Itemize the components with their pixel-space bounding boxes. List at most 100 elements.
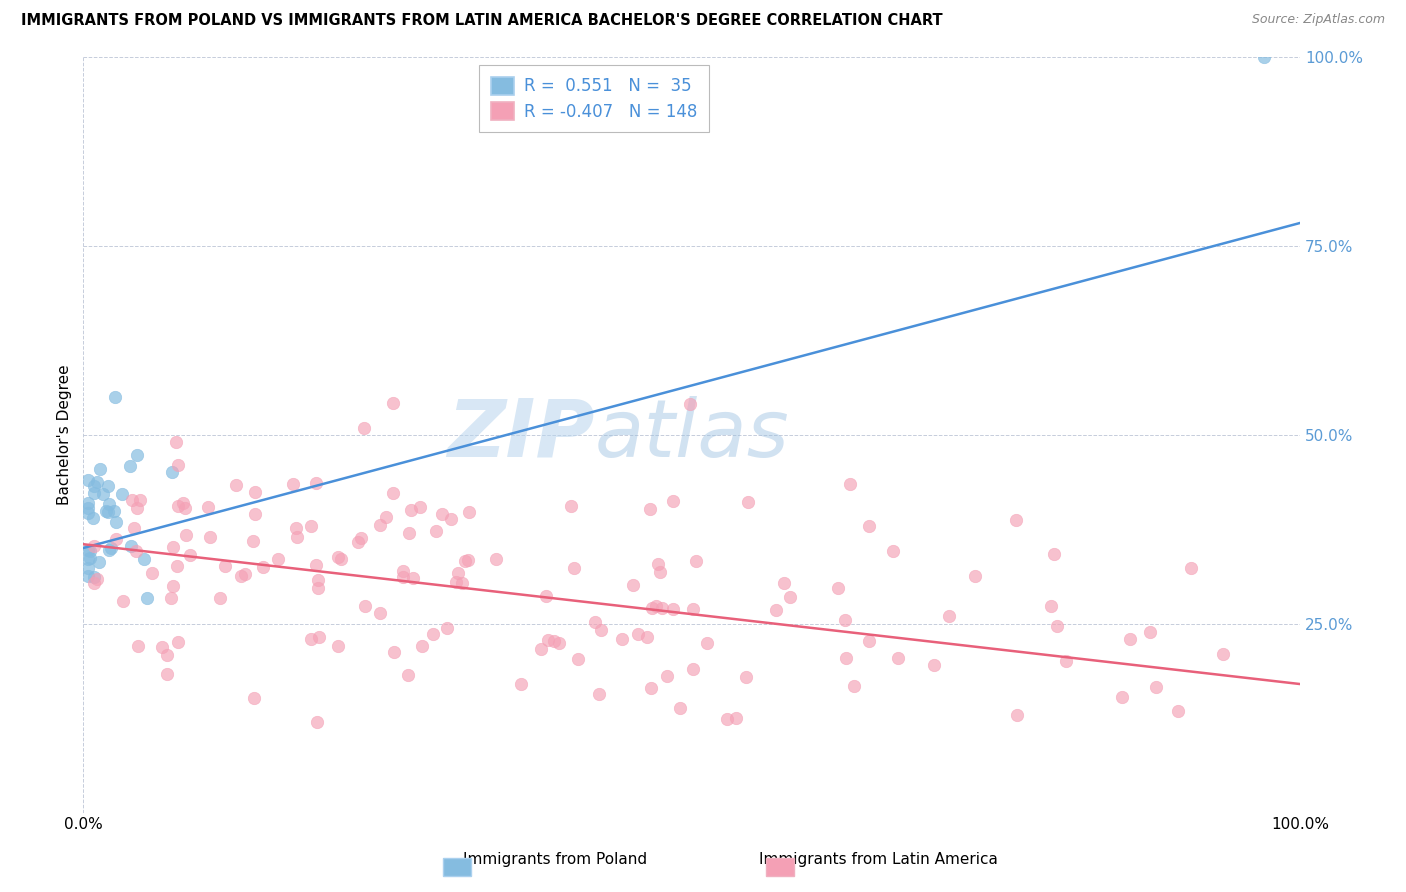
Point [77, 506, 100, 520]
Point [166, 458, 188, 472]
Legend: R =  0.551   N =  35, R = -0.407   N = 148: R = 0.551 N = 35, R = -0.407 N = 148 [479, 65, 710, 132]
Point [83, 486, 105, 500]
Point [392, 570, 415, 584]
Point [1040, 599, 1063, 613]
Point [307, 573, 329, 587]
Point [132, 552, 155, 566]
Point [97, 505, 120, 519]
Point [458, 505, 481, 519]
Point [127, 448, 149, 462]
Point [87, 555, 110, 569]
Point [141, 566, 163, 580]
Point [922, 658, 945, 673]
Point [779, 590, 801, 604]
Point [285, 530, 308, 544]
Point [886, 650, 908, 665]
Point [77, 561, 100, 575]
Point [307, 581, 329, 595]
Point [77, 552, 100, 566]
Point [644, 599, 666, 614]
Text: IMMIGRANTS FROM POLAND VS IMMIGRANTS FROM LATIN AMERICA BACHELOR'S DEGREE CORREL: IMMIGRANTS FROM POLAND VS IMMIGRANTS FRO… [21, 13, 942, 29]
Point [621, 578, 644, 592]
Point [156, 666, 179, 681]
Point [86, 475, 108, 489]
Point [350, 531, 373, 545]
Point [326, 549, 349, 564]
Point [1212, 647, 1234, 661]
Point [197, 500, 219, 514]
Point [1139, 624, 1161, 639]
Point [233, 567, 256, 582]
Point [567, 652, 589, 666]
Point [381, 486, 404, 500]
Point [166, 559, 188, 574]
Point [353, 421, 375, 435]
Point [83, 479, 105, 493]
Point [245, 508, 267, 522]
Point [125, 543, 148, 558]
Point [89, 462, 111, 476]
Point [647, 557, 669, 571]
Text: Source: ZipAtlas.com: Source: ZipAtlas.com [1251, 13, 1385, 27]
Point [77, 496, 100, 510]
Point [162, 540, 184, 554]
Point [446, 575, 468, 590]
Point [122, 520, 145, 534]
Point [173, 501, 195, 516]
Point [82, 510, 104, 524]
Point [1046, 619, 1069, 633]
Point [1180, 561, 1202, 575]
Point [882, 543, 904, 558]
Point [430, 507, 453, 521]
Point [381, 395, 404, 409]
Point [638, 501, 661, 516]
Point [347, 535, 370, 549]
Point [682, 601, 704, 615]
Point [229, 569, 252, 583]
Point [454, 554, 477, 568]
Point [267, 551, 290, 566]
Point [167, 635, 190, 649]
Point [425, 524, 447, 538]
Point [97, 542, 120, 557]
Y-axis label: Bachelor's Degree: Bachelor's Degree [58, 364, 72, 505]
Point [398, 526, 420, 541]
Point [650, 565, 672, 579]
Point [641, 601, 664, 615]
Point [368, 517, 391, 532]
Point [167, 499, 190, 513]
Point [651, 601, 673, 615]
Point [79, 550, 101, 565]
Point [401, 503, 423, 517]
Point [165, 435, 187, 450]
Point [411, 639, 433, 653]
Point [83, 539, 105, 553]
Point [682, 662, 704, 676]
Point [179, 548, 201, 562]
Point [353, 599, 375, 614]
Point [176, 528, 198, 542]
Point [543, 633, 565, 648]
Point [96, 504, 118, 518]
Point [765, 602, 787, 616]
Point [242, 690, 264, 705]
Point [657, 668, 679, 682]
Point [103, 504, 125, 518]
Point [120, 459, 142, 474]
Point [1054, 654, 1077, 668]
Point [436, 621, 458, 635]
Point [150, 640, 173, 655]
Point [83, 576, 105, 591]
Point [439, 512, 461, 526]
Point [591, 624, 613, 638]
Point [422, 627, 444, 641]
Point [305, 715, 328, 730]
Point [588, 687, 610, 701]
Point [938, 609, 960, 624]
Point [1144, 680, 1167, 694]
Text: Immigrants from Poland: Immigrants from Poland [464, 852, 647, 867]
Point [162, 579, 184, 593]
Point [447, 566, 470, 580]
Point [104, 532, 127, 546]
Point [534, 589, 557, 603]
